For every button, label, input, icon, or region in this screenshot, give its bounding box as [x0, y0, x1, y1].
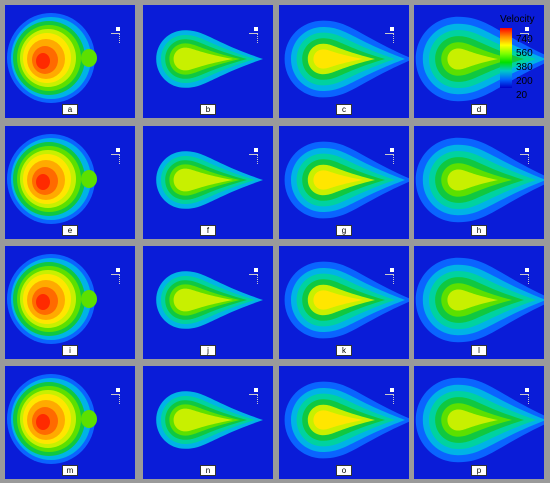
contour-core — [449, 414, 467, 426]
axis-indicator-icon — [249, 148, 261, 164]
contour-panel: c — [279, 5, 409, 118]
legend-tick: 740 — [516, 34, 533, 45]
panel-label: o — [336, 465, 352, 476]
axis-indicator-icon — [520, 27, 532, 43]
legend-tick: 380 — [516, 62, 533, 73]
axis-indicator-icon — [249, 388, 261, 404]
contour-panel: k — [279, 246, 409, 359]
legend-title: Velocity — [500, 14, 535, 25]
contour-core — [449, 53, 467, 65]
contour-nub — [81, 49, 97, 67]
contour-core — [315, 175, 331, 185]
contour-panel: b — [143, 5, 273, 118]
axis-indicator-icon — [520, 148, 532, 164]
velocity-legend: Velocity 740 560 380 200 20 — [496, 14, 550, 101]
contour-nub — [81, 410, 97, 428]
contour-level — [36, 414, 50, 430]
contour-panel: f — [143, 126, 273, 239]
legend-tick: 560 — [516, 48, 533, 59]
panel-label: i — [62, 345, 78, 356]
contour-panel: a — [5, 5, 135, 118]
panel-label: b — [200, 104, 216, 115]
axis-indicator-icon — [385, 388, 397, 404]
contour-level — [313, 170, 363, 190]
legend-tick: 200 — [516, 76, 533, 87]
panel-label: l — [471, 345, 487, 356]
contour-level — [36, 174, 50, 190]
contour-panel: j — [143, 246, 273, 359]
contour-core — [179, 296, 191, 304]
velocity-contour-plot — [284, 20, 409, 98]
panel-label: h — [471, 225, 487, 236]
axis-indicator-icon — [385, 148, 397, 164]
axis-indicator-icon — [520, 388, 532, 404]
contour-panel: p — [414, 366, 544, 479]
contour-level — [313, 49, 363, 69]
contour-nub — [81, 290, 97, 308]
axis-indicator-icon — [111, 27, 123, 43]
panel-label: k — [336, 345, 352, 356]
panel-label: a — [62, 104, 78, 115]
legend-tick: 20 — [516, 90, 528, 101]
contour-core — [179, 416, 191, 424]
axis-indicator-icon — [385, 27, 397, 43]
velocity-contour-plot — [7, 134, 97, 224]
velocity-contour-plot — [284, 261, 409, 339]
contour-panel: e — [5, 126, 135, 239]
contour-core — [449, 294, 467, 306]
legend-color-bar — [500, 28, 512, 88]
axis-indicator-icon — [111, 148, 123, 164]
velocity-contour-plot — [284, 141, 409, 219]
panel-label: g — [336, 225, 352, 236]
contour-level — [36, 53, 50, 69]
contour-level — [313, 290, 363, 310]
contour-panel: h — [414, 126, 544, 239]
velocity-contour-plot — [284, 381, 409, 459]
velocity-contour-plot — [156, 271, 263, 329]
panel-label: f — [200, 225, 216, 236]
contour-level — [36, 294, 50, 310]
contour-panel: l — [414, 246, 544, 359]
contour-level — [173, 168, 233, 192]
axis-indicator-icon — [111, 388, 123, 404]
contour-panel: n — [143, 366, 273, 479]
contour-level — [313, 410, 363, 430]
velocity-contour-plot — [415, 257, 544, 343]
panel-label: c — [336, 104, 352, 115]
panel-label: e — [62, 225, 78, 236]
contour-core — [449, 174, 467, 186]
axis-indicator-icon — [249, 27, 261, 43]
contour-core — [315, 54, 331, 64]
contour-panel: g — [279, 126, 409, 239]
contour-level — [173, 47, 233, 71]
velocity-contour-plot — [7, 254, 97, 344]
contour-panel: m — [5, 366, 135, 479]
panel-label: n — [200, 465, 216, 476]
axis-indicator-icon — [520, 268, 532, 284]
axis-indicator-icon — [385, 268, 397, 284]
velocity-contour-plot — [156, 391, 263, 449]
contour-nub — [81, 170, 97, 188]
velocity-contour-plot — [415, 137, 544, 223]
velocity-contour-plot — [7, 13, 97, 103]
panel-label: d — [471, 104, 487, 115]
axis-indicator-icon — [249, 268, 261, 284]
panel-label: m — [62, 465, 78, 476]
contour-level — [173, 288, 233, 312]
contour-core — [179, 55, 191, 63]
velocity-contour-plot — [415, 377, 544, 463]
contour-core — [179, 176, 191, 184]
velocity-contour-plot — [7, 374, 97, 464]
velocity-contour-plot — [156, 151, 263, 209]
velocity-contour-plot — [156, 30, 263, 88]
panel-label: j — [200, 345, 216, 356]
contour-level — [173, 408, 233, 432]
axis-indicator-icon — [111, 268, 123, 284]
contour-panel: i — [5, 246, 135, 359]
panel-label: p — [471, 465, 487, 476]
contour-core — [315, 415, 331, 425]
contour-panel: o — [279, 366, 409, 479]
contour-core — [315, 295, 331, 305]
